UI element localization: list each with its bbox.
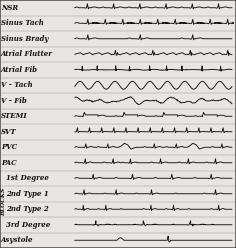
Text: Atrial Flutter: Atrial Flutter bbox=[1, 50, 53, 58]
Text: PVC: PVC bbox=[1, 143, 17, 151]
Text: V - Fib: V - Fib bbox=[1, 97, 27, 105]
Text: BLOCKS: BLOCKS bbox=[1, 187, 6, 216]
Text: 2nd Type 1: 2nd Type 1 bbox=[6, 190, 49, 198]
Text: V - Tach: V - Tach bbox=[1, 81, 33, 89]
Text: Atrial Fib: Atrial Fib bbox=[1, 66, 38, 74]
Text: SVT: SVT bbox=[1, 128, 17, 136]
Text: Sinus Tach: Sinus Tach bbox=[1, 19, 44, 27]
Text: NSR: NSR bbox=[1, 4, 18, 12]
Text: 2nd Type 2: 2nd Type 2 bbox=[6, 205, 49, 213]
Text: 1st Degree: 1st Degree bbox=[6, 174, 49, 182]
Text: 3rd Degree: 3rd Degree bbox=[6, 221, 50, 229]
Text: Asystole: Asystole bbox=[1, 236, 34, 244]
Text: PAC: PAC bbox=[1, 159, 17, 167]
Text: Sinus Brady: Sinus Brady bbox=[1, 35, 48, 43]
Text: STEMI: STEMI bbox=[1, 112, 28, 120]
